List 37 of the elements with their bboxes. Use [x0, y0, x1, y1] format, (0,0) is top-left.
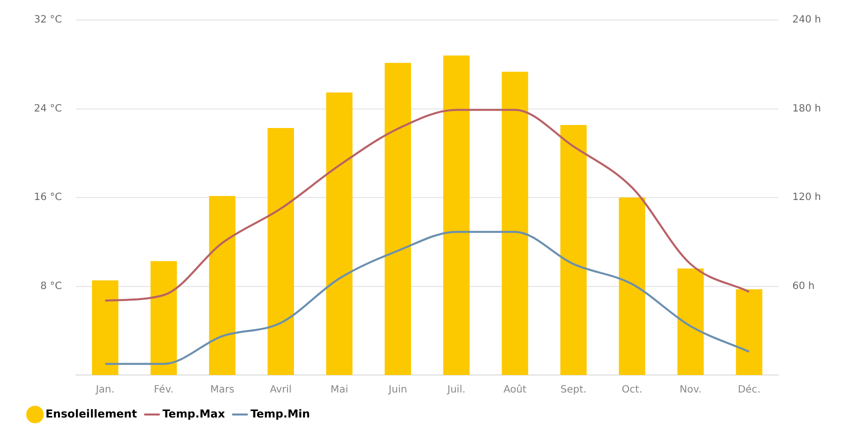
y-tick-label: 32 °C [34, 14, 62, 26]
x-tick-label: Août [503, 384, 527, 396]
bar [502, 72, 528, 375]
x-tick-label: Mai [330, 384, 348, 396]
bar [268, 128, 294, 375]
y-tick-label: 8 °C [40, 280, 62, 292]
x-tick-label: Fév. [154, 384, 174, 396]
x-tick-label: Déc. [738, 384, 760, 396]
y2-tick-label: 60 h [792, 280, 815, 292]
bar [677, 268, 704, 375]
bar [150, 261, 177, 375]
line-series [104, 230, 750, 365]
y2-tick-label: 180 h [792, 103, 822, 114]
bar [618, 198, 646, 375]
bar [560, 125, 587, 375]
x-tick-label: Jan. [94, 384, 114, 396]
bar [384, 62, 412, 375]
y-tick-label: 16 °C [34, 192, 62, 204]
legend-label: Temp.Min [250, 407, 310, 420]
y2-tick-label: 120 h [792, 192, 822, 204]
x-tick-label: Nov. [680, 384, 702, 396]
x-tick-label: Oct. [622, 384, 642, 396]
y-tick-label: 24 °C [34, 103, 62, 114]
bar [326, 92, 352, 375]
bar [443, 56, 470, 375]
x-tick-label: Sept. [560, 384, 586, 396]
x-tick-label: Avril [270, 384, 292, 396]
y2-tick-label: 240 h [792, 14, 822, 26]
x-tick-label: Mars [210, 384, 234, 396]
legend-label: Temp.Max [162, 407, 225, 420]
x-tick-label: Juin [388, 384, 408, 396]
bar [736, 289, 762, 375]
x-tick-label: Juil. [446, 384, 466, 396]
legend-label: Ensoleillement [46, 407, 137, 420]
line-series [104, 108, 750, 302]
bar [209, 196, 236, 375]
bar [92, 280, 118, 375]
